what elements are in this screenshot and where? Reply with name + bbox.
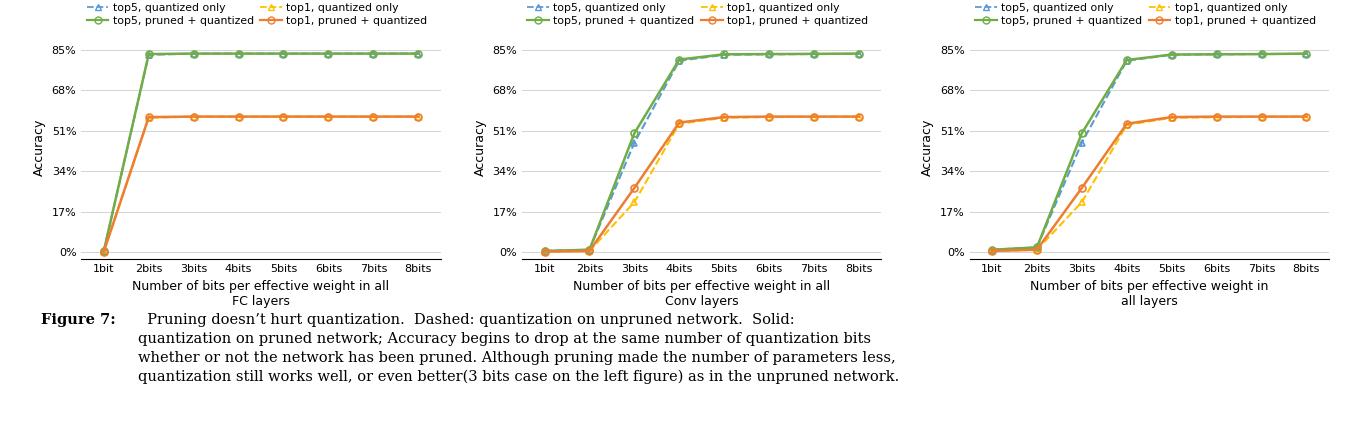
Y-axis label: Accuracy: Accuracy (473, 119, 487, 176)
X-axis label: Number of bits per effective weight in all
Conv layers: Number of bits per effective weight in a… (574, 280, 830, 308)
Legend: top5, quantized only, top5, pruned + quantized, top1, quantized only, top1, prun: top5, quantized only, top5, pruned + qua… (527, 3, 868, 26)
Legend: top5, quantized only, top5, pruned + quantized, top1, quantized only, top1, prun: top5, quantized only, top5, pruned + qua… (975, 3, 1315, 26)
Y-axis label: Accuracy: Accuracy (33, 119, 46, 176)
Y-axis label: Accuracy: Accuracy (921, 119, 934, 176)
Text: Pruning doesn’t hurt quantization.  Dashed: quantization on unpruned network.  S: Pruning doesn’t hurt quantization. Dashe… (138, 313, 899, 384)
X-axis label: Number of bits per effective weight in all
FC layers: Number of bits per effective weight in a… (133, 280, 389, 308)
X-axis label: Number of bits per effective weight in
all layers: Number of bits per effective weight in a… (1031, 280, 1268, 308)
Text: Figure 7:: Figure 7: (41, 313, 115, 327)
Legend: top5, quantized only, top5, pruned + quantized, top1, quantized only, top1, prun: top5, quantized only, top5, pruned + qua… (87, 3, 427, 26)
